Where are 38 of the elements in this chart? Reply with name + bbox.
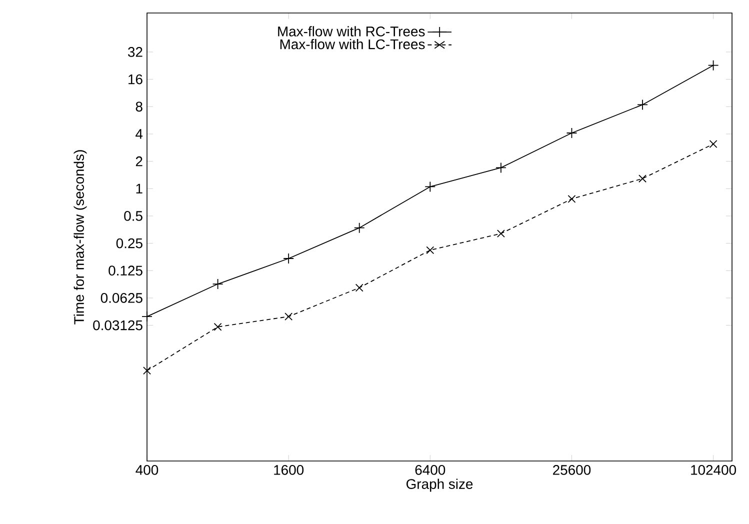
legend-label: Max-flow with RC-Trees [278, 26, 425, 36]
point [283, 253, 294, 264]
x-axis-title: Graph size [406, 478, 473, 492]
y-tick-label: 16 [128, 74, 142, 84]
point [424, 181, 436, 192]
y-axis-title: Time for max-flow (seconds) [74, 150, 87, 324]
y-tick-label: 0.25 [116, 238, 142, 248]
point [566, 128, 578, 138]
point [495, 162, 506, 174]
y-tick-label: 0.125 [108, 266, 142, 276]
y-tick-label: 0.5 [124, 211, 142, 221]
point [212, 278, 224, 290]
point [637, 99, 648, 110]
point [496, 230, 505, 238]
x-tick-label: 25600 [553, 465, 591, 475]
point [708, 60, 719, 71]
point [355, 284, 364, 292]
y-tick-label: 4 [136, 129, 143, 139]
point [354, 222, 365, 234]
x-tick-label: 6400 [415, 465, 446, 475]
point [568, 194, 576, 203]
point [426, 246, 434, 254]
y-tick-label: 2 [136, 156, 142, 166]
point [143, 366, 151, 375]
y-tick-label: 8 [136, 102, 142, 112]
x-tick-label: 102400 [691, 465, 736, 475]
point [638, 174, 646, 183]
y-tick-label: 32 [128, 47, 142, 57]
point [709, 140, 718, 148]
x-tick-label: 1600 [274, 465, 304, 475]
y-tick-label: 0.0625 [100, 293, 142, 303]
point [284, 312, 293, 321]
legend-label: Max-flow with LC-Trees [280, 38, 425, 50]
y-tick-label: 0.03125 [93, 320, 142, 330]
point [142, 311, 152, 322]
point [214, 322, 222, 331]
x-tick-label: 400 [136, 465, 158, 475]
y-tick-label: 1 [136, 184, 142, 194]
